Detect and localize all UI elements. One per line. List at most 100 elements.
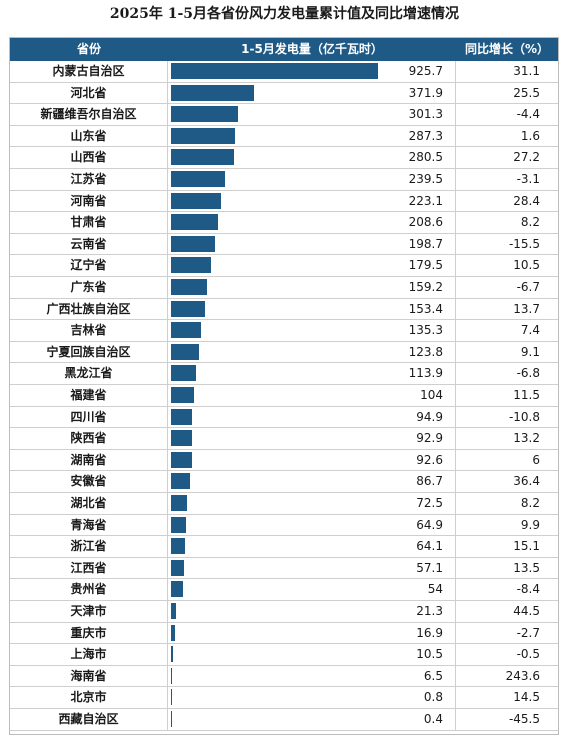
bar — [171, 711, 172, 727]
bar — [171, 235, 216, 252]
yoy-label: 10.5 — [513, 258, 540, 273]
bar-cell — [168, 169, 368, 190]
table-row: 山西省 280.5 27.2 — [10, 147, 558, 169]
province-label: 江西省 — [10, 557, 168, 579]
chart-title: 2025年 1-5月各省份风力发电量累计值及同比增速情况 — [109, 6, 460, 22]
table-row: 福建省 104 11.5 — [10, 385, 558, 407]
value-label: 301.3 — [368, 104, 456, 125]
value-label: 6.5 — [368, 665, 456, 687]
value-label: 72.5 — [368, 493, 456, 514]
bar-cell — [168, 450, 368, 471]
table-row: 宁夏回族自治区 123.8 9.1 — [10, 341, 558, 364]
province-label: 辽宁省 — [10, 255, 168, 276]
value-label: 92.9 — [368, 428, 456, 449]
value-label: 223.1 — [368, 190, 456, 212]
yoy-label: 8.2 — [520, 215, 540, 230]
bar — [171, 192, 221, 209]
bar — [171, 689, 172, 706]
value-label: 64.9 — [368, 514, 456, 536]
value-label: 64.1 — [368, 536, 456, 557]
yoy-label: -2.7 — [516, 625, 540, 640]
province-label: 四川省 — [10, 406, 168, 428]
bar-cell — [168, 191, 368, 212]
value-label: 16.9 — [368, 622, 456, 644]
bar — [171, 559, 184, 576]
bar — [171, 84, 255, 101]
bar — [171, 343, 199, 360]
bar — [171, 624, 175, 641]
table-row: 上海市 10.5 -0.5 — [10, 644, 558, 666]
value-label: 287.3 — [368, 125, 456, 147]
table-row: 天津市 21.3 44.5 — [10, 601, 558, 623]
table-row: 贵州省 54 -8.4 — [10, 579, 558, 601]
province-label: 重庆市 — [10, 622, 168, 644]
value-label: 113.9 — [368, 363, 456, 384]
value-label: 153.4 — [368, 298, 456, 320]
bar-cell — [168, 342, 368, 363]
yoy-label: 9.9 — [520, 517, 540, 532]
bar — [171, 214, 218, 231]
bar-cell — [168, 147, 368, 168]
table-row: 河南省 223.1 28.4 — [10, 190, 558, 213]
yoy-label: 44.5 — [513, 604, 540, 618]
bar-cell — [168, 234, 368, 255]
value-label: 239.5 — [368, 169, 456, 190]
header-province: 省份 — [76, 42, 101, 56]
bar-cell — [168, 601, 368, 622]
bar — [171, 279, 207, 295]
bar — [171, 581, 184, 598]
value-label: 86.7 — [368, 471, 456, 492]
bar-cell — [168, 644, 368, 665]
bar-cell — [168, 407, 368, 428]
bar — [171, 603, 176, 619]
province-label: 河南省 — [10, 190, 168, 212]
yoy-label: -10.8 — [508, 409, 540, 424]
bar-cell — [168, 385, 368, 406]
province-label: 吉林省 — [10, 320, 168, 341]
bar-cell — [168, 666, 368, 687]
value-label: 179.5 — [368, 255, 456, 276]
bar — [171, 516, 186, 533]
province-label: 甘肃省 — [10, 212, 168, 233]
table-row: 江苏省 239.5 -3.1 — [10, 169, 558, 191]
bar-cell — [168, 363, 368, 384]
bar-cell — [168, 277, 368, 298]
bar-cell — [168, 212, 368, 233]
value-label: 0.8 — [368, 687, 456, 708]
value-label: 54 — [368, 579, 456, 600]
table-row: 湖北省 72.5 8.2 — [10, 493, 558, 515]
header-value: 1-5月发电量（亿千瓦时） — [241, 42, 383, 56]
yoy-label: 9.1 — [520, 344, 540, 359]
value-label: 10.5 — [368, 644, 456, 665]
table-row: 安徽省 86.7 36.4 — [10, 471, 558, 493]
header-yoy: 同比增长（%） — [464, 42, 550, 56]
bar-cell — [168, 623, 368, 644]
bar — [171, 538, 186, 555]
bar-cell — [168, 687, 368, 708]
value-label: 0.4 — [368, 709, 456, 730]
province-label: 内蒙古自治区 — [10, 61, 168, 82]
table-row: 云南省 198.7 -15.5 — [10, 233, 558, 256]
table-row: 黑龙江省 113.9 -6.8 — [10, 363, 558, 385]
yoy-label: 28.4 — [513, 193, 540, 208]
province-label: 湖北省 — [10, 493, 168, 514]
table-row: 四川省 94.9 -10.8 — [10, 406, 558, 429]
province-label: 福建省 — [10, 385, 168, 406]
province-label: 广西壮族自治区 — [10, 298, 168, 320]
yoy-label: 1.6 — [520, 128, 540, 143]
yoy-label: -3.1 — [516, 172, 540, 186]
province-label: 浙江省 — [10, 536, 168, 557]
province-label: 黑龙江省 — [10, 363, 168, 384]
province-label: 山东省 — [10, 125, 168, 147]
bar — [171, 451, 192, 468]
province-label: 江苏省 — [10, 169, 168, 190]
province-label: 西藏自治区 — [10, 709, 168, 730]
yoy-label: -45.5 — [508, 712, 540, 726]
province-label: 云南省 — [10, 233, 168, 255]
table-row: 河北省 371.9 25.5 — [10, 82, 558, 105]
value-label: 280.5 — [368, 147, 456, 168]
table-row: 湖南省 92.6 6 — [10, 449, 558, 472]
table-row: 新疆维吾尔自治区 301.3 -4.4 — [10, 104, 558, 126]
yoy-label: 7.4 — [520, 323, 540, 338]
province-label: 北京市 — [10, 687, 168, 708]
